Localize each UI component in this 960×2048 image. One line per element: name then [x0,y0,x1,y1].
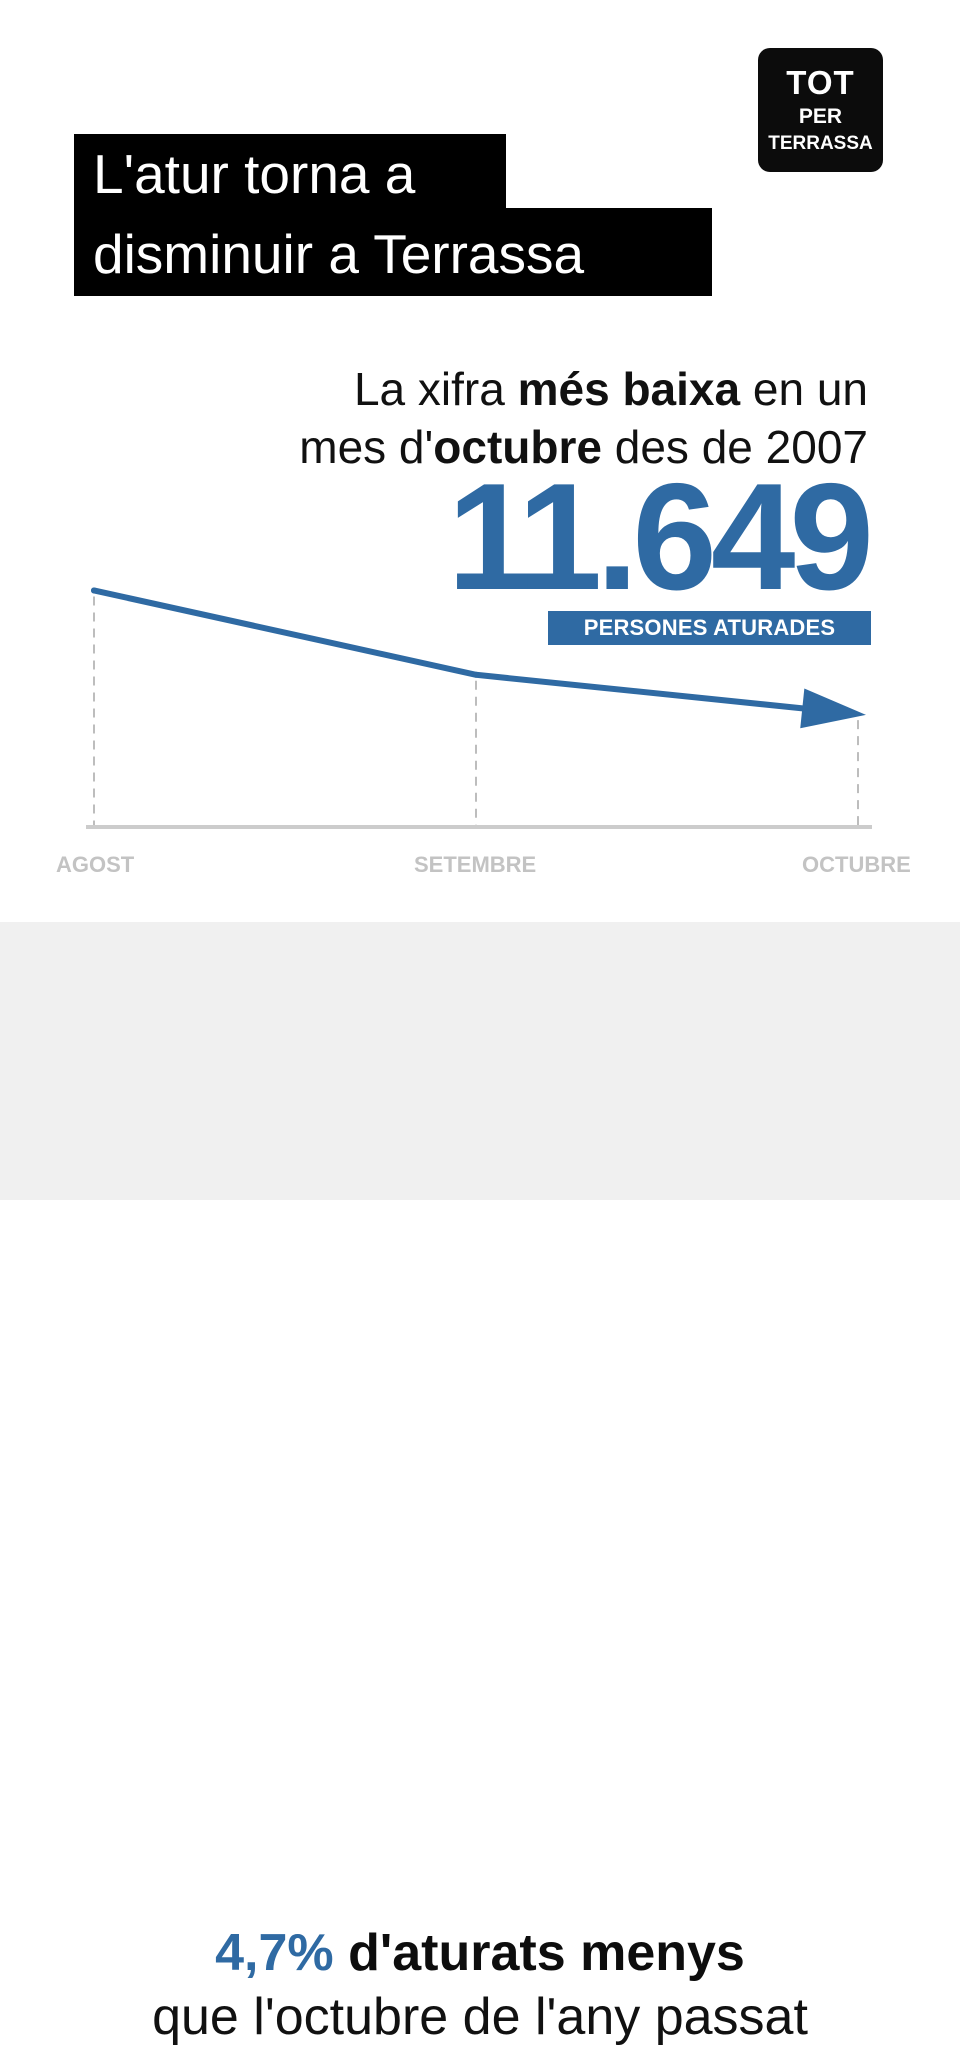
subtitle: La xifra més baixa en un mes d'octubre d… [168,360,868,476]
unit-badge: PERSONES ATURADES [548,611,871,645]
category-label-agost: AGOST [56,852,135,877]
title-line-1: L'atur torna a [74,134,506,214]
footer-line-2: que l'octubre de l'any passat [152,1988,808,2046]
data-point-octubre-arrow [800,688,866,729]
trend-line-chart [86,587,872,829]
series-line [91,587,810,712]
data-point-setembre [473,671,479,678]
unemployed-count: 11.649 [447,452,874,622]
footer-line-1: 4,7% d'aturats menys [215,1924,745,1982]
logo-line-2: PER [798,105,843,129]
logo-line-1: TOT [786,63,855,101]
data-point-agost [91,587,97,594]
subtitle-line-2: mes d'octubre des de 2007 [299,421,868,473]
brand-logo: TOT PER TERRASSA [758,48,883,172]
category-label-octubre: OCTUBRE [802,852,911,877]
logo-line-3: TERRASSA [768,133,873,155]
footer-percentage: 4,7% [215,1924,334,1982]
subtitle-line-1: La xifra més baixa en un [353,363,868,415]
title-line-2: disminuir a Terrassa [74,208,712,296]
category-label-setembre: SETEMBRE [414,852,537,877]
